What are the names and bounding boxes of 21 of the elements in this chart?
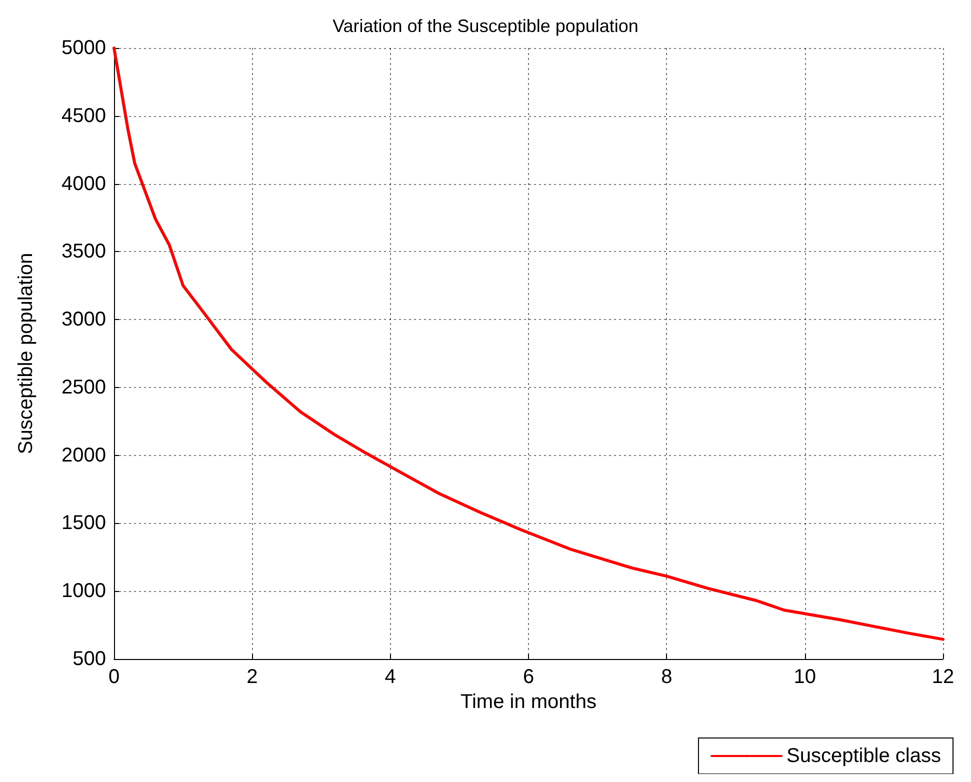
x-tick-label: 0 <box>108 666 120 688</box>
x-tick-label: 6 <box>522 666 534 688</box>
x-tick-label: 8 <box>661 666 672 688</box>
y-axis-title: Susceptible population <box>15 252 37 454</box>
y-tick-label: 2500 <box>62 376 106 398</box>
x-tick-label: 4 <box>384 666 396 688</box>
y-tick-label: 500 <box>72 648 106 670</box>
x-tick-label: 10 <box>794 666 816 688</box>
y-tick-label: 4500 <box>62 104 106 127</box>
y-tick-label: 4000 <box>62 172 106 195</box>
y-tick-label: 1000 <box>62 580 106 602</box>
x-axis-title: Time in months <box>460 690 596 713</box>
x-tick-label: 2 <box>246 666 258 688</box>
legend-label: Susceptible class <box>786 745 942 767</box>
y-tick-label: 3500 <box>62 240 106 263</box>
y-tick-label: 3000 <box>62 308 106 331</box>
x-tick-label: 12 <box>932 666 954 688</box>
y-tick-label: 1500 <box>62 512 106 534</box>
chart-title: Variation of the Susceptible population <box>332 16 638 36</box>
y-tick-label: 5000 <box>62 37 106 59</box>
y-tick-label: 2000 <box>62 444 106 466</box>
